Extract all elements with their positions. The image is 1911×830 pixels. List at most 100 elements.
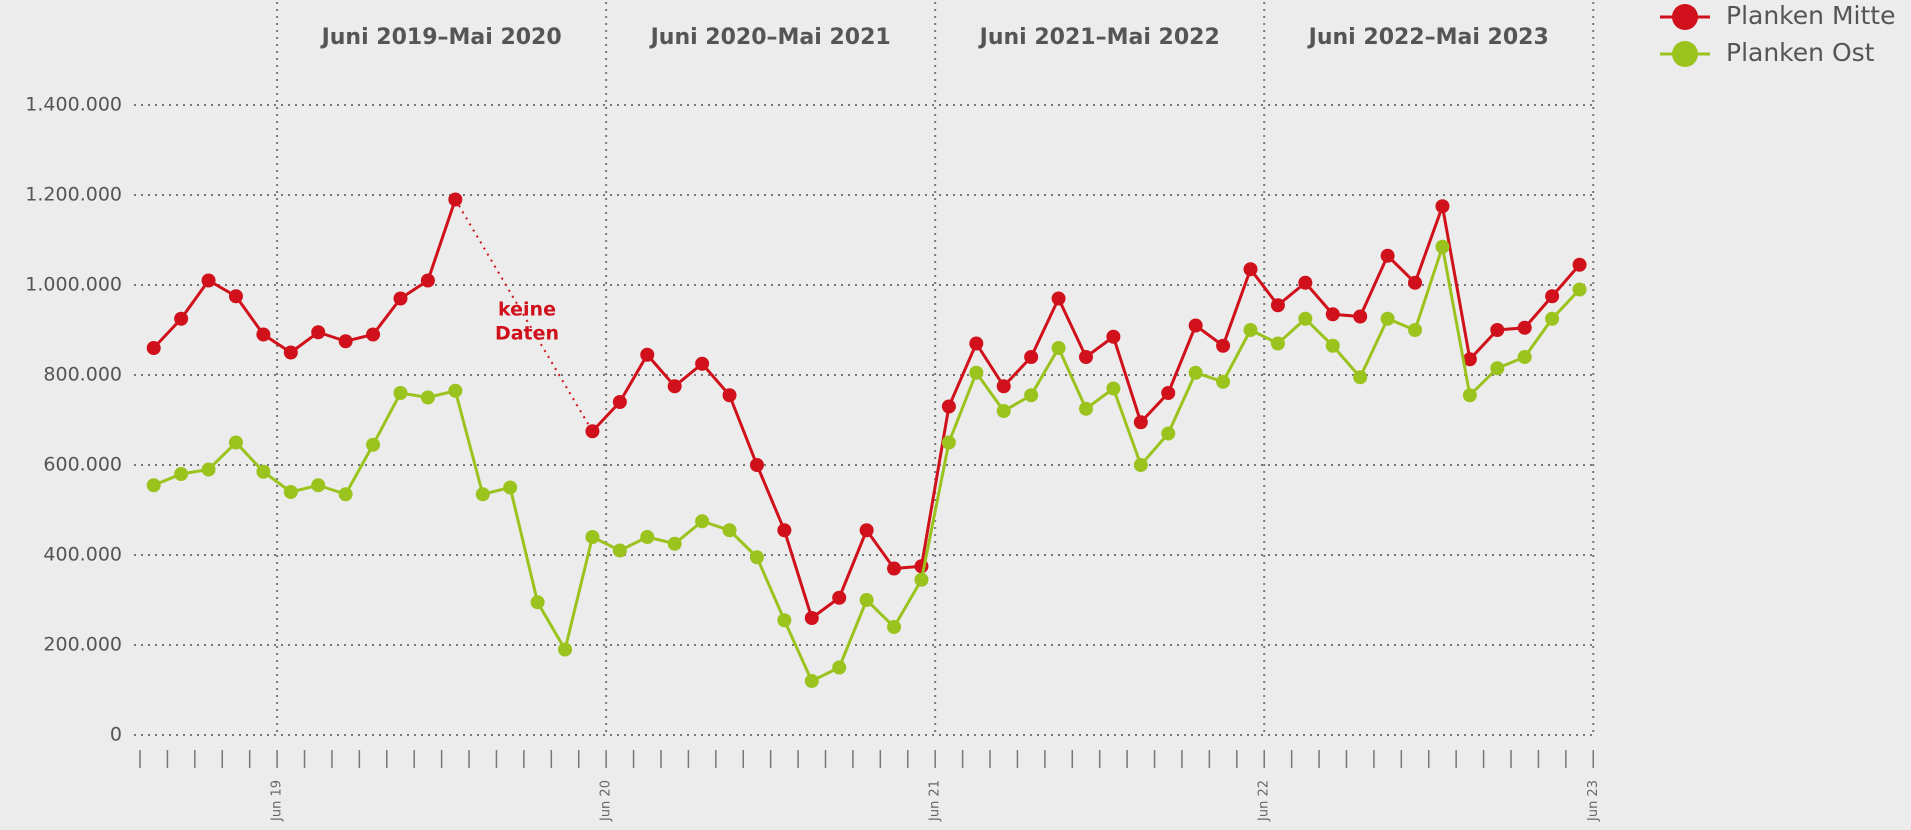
data-point xyxy=(585,530,600,544)
data-point xyxy=(1133,415,1148,430)
x-tick-label: Jun 20 xyxy=(599,780,614,822)
data-point xyxy=(667,536,682,551)
data-point xyxy=(1051,341,1066,355)
y-tick-label: 1.400.000 xyxy=(25,94,122,116)
data-point xyxy=(1188,318,1203,333)
data-point xyxy=(1161,426,1176,441)
data-point xyxy=(1298,311,1313,326)
data-point xyxy=(1243,323,1258,337)
data-point xyxy=(1490,361,1505,376)
data-point xyxy=(475,487,490,502)
data-point xyxy=(1078,401,1093,416)
data-point xyxy=(1161,386,1176,400)
data-point xyxy=(1270,298,1285,313)
data-point xyxy=(1545,289,1560,304)
data-point xyxy=(1380,248,1395,263)
data-point xyxy=(1572,282,1587,297)
data-point xyxy=(941,399,956,414)
data-point xyxy=(420,273,435,288)
data-point xyxy=(1298,275,1313,290)
data-point xyxy=(1051,291,1066,306)
data-point xyxy=(722,523,737,538)
legend-label: Planken Ost xyxy=(1726,38,1875,67)
data-point xyxy=(585,424,600,439)
data-point xyxy=(612,395,627,409)
data-point xyxy=(201,462,216,477)
data-point xyxy=(969,365,984,380)
data-point xyxy=(1188,365,1203,380)
data-point xyxy=(1462,352,1477,367)
gap-bridge xyxy=(454,198,594,432)
data-point xyxy=(146,341,161,355)
data-point xyxy=(1270,336,1285,351)
data-point xyxy=(1106,381,1121,396)
annotation: Daten xyxy=(495,323,559,345)
data-point xyxy=(256,327,271,342)
data-point xyxy=(1408,275,1423,290)
period-label: Juni 2022–Mai 2023 xyxy=(1307,25,1549,50)
y-tick-label: 400.000 xyxy=(43,544,122,566)
data-point xyxy=(887,561,902,576)
data-point xyxy=(695,514,710,529)
series-line xyxy=(153,246,1581,684)
data-point xyxy=(558,642,573,657)
period-label: Juni 2019–Mai 2020 xyxy=(320,25,562,50)
data-point xyxy=(777,523,792,538)
data-point xyxy=(1325,338,1340,353)
data-point xyxy=(366,327,381,342)
y-tick-label: 800.000 xyxy=(43,364,122,386)
legend-label: Planken Mitte xyxy=(1726,1,1895,30)
y-tick-label: 600.000 xyxy=(43,454,122,476)
data-point xyxy=(1490,323,1505,337)
data-point xyxy=(1243,262,1258,277)
legend-marker xyxy=(1672,41,1698,67)
data-point xyxy=(640,530,655,544)
data-point xyxy=(448,192,463,207)
data-point xyxy=(1545,311,1560,326)
data-point xyxy=(393,386,408,400)
data-point xyxy=(996,379,1011,394)
data-point xyxy=(146,478,161,493)
data-point xyxy=(338,487,353,502)
data-point xyxy=(283,345,298,360)
series-line xyxy=(152,199,457,355)
data-point xyxy=(996,404,1011,418)
data-point xyxy=(311,325,326,340)
data-point xyxy=(914,572,929,587)
data-point xyxy=(667,379,682,394)
x-tick-label: Jun 21 xyxy=(928,780,943,822)
data-point xyxy=(1408,323,1423,337)
x-tick-label: Jun 19 xyxy=(270,780,285,822)
data-point xyxy=(228,435,243,450)
y-tick-label: 200.000 xyxy=(43,634,122,656)
data-point xyxy=(804,611,819,625)
data-point xyxy=(695,356,710,371)
data-point xyxy=(749,458,764,472)
data-point xyxy=(859,523,874,538)
data-point xyxy=(1024,388,1039,403)
annotation: keine xyxy=(498,299,556,321)
data-point xyxy=(1517,320,1532,335)
data-point xyxy=(174,311,189,326)
data-point xyxy=(311,478,326,493)
data-point xyxy=(1572,257,1587,272)
data-point xyxy=(832,660,847,675)
data-point xyxy=(1462,388,1477,403)
period-label: Juni 2021–Mai 2022 xyxy=(978,25,1220,50)
data-point xyxy=(1435,239,1450,254)
data-point xyxy=(366,437,381,452)
data-point xyxy=(640,347,655,362)
data-point xyxy=(283,485,298,499)
data-point xyxy=(174,467,189,481)
data-point xyxy=(749,550,764,565)
data-point xyxy=(420,390,435,405)
data-point xyxy=(722,388,737,403)
period-label: Juni 2020–Mai 2021 xyxy=(649,25,891,50)
data-point xyxy=(1435,199,1450,214)
data-point xyxy=(393,291,408,306)
data-point xyxy=(448,383,463,398)
legend-marker xyxy=(1672,4,1698,30)
y-tick-label: 1.200.000 xyxy=(25,184,122,206)
data-point xyxy=(969,336,984,351)
